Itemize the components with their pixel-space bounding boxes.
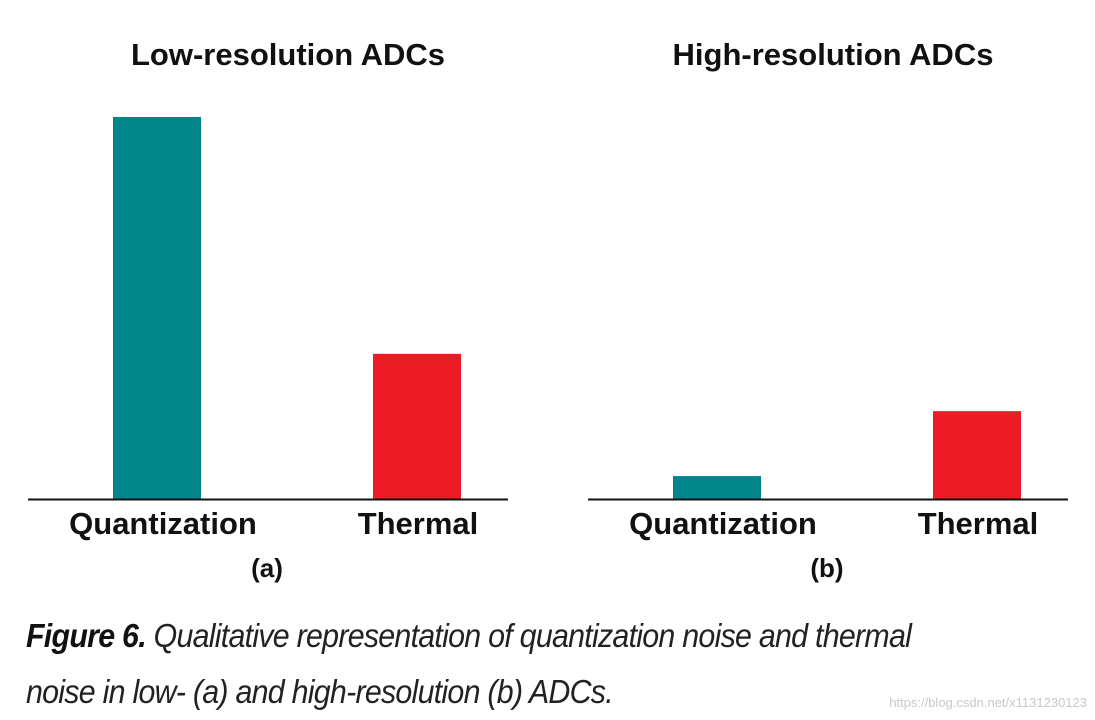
panel-a-title: Low-resolution ADCs [131,37,445,72]
panel-b-label: (b) [810,553,843,583]
figure-caption-text: Qualitative representation of quantizati… [26,617,912,710]
panel-b: High-resolution ADCs Quantization Therma… [588,37,1068,583]
panel-b-bar-thermal [933,411,1021,499]
panel-b-bars [673,411,1021,499]
panel-a-bar-quantization [113,117,201,499]
panel-a-bars [113,117,461,499]
watermark: https://blog.csdn.net/x1131230123 [889,695,1087,710]
panel-a-tick-thermal: Thermal [358,506,479,541]
figure-caption-label: Figure 6. [26,617,147,654]
panel-a-tick-quantization: Quantization [69,506,257,541]
panel-b-title: High-resolution ADCs [673,37,994,72]
panel-b-bar-quantization [673,476,761,499]
panel-a-label: (a) [251,553,283,583]
panel-b-tick-thermal: Thermal [918,506,1039,541]
figure-caption: Figure 6. Qualitative representation of … [26,608,983,720]
panel-a-bar-thermal [373,353,461,499]
panel-b-tick-quantization: Quantization [629,506,817,541]
panel-a: Low-resolution ADCs Quantization Thermal… [28,37,508,583]
figure: Low-resolution ADCs Quantization Thermal… [28,37,1068,583]
